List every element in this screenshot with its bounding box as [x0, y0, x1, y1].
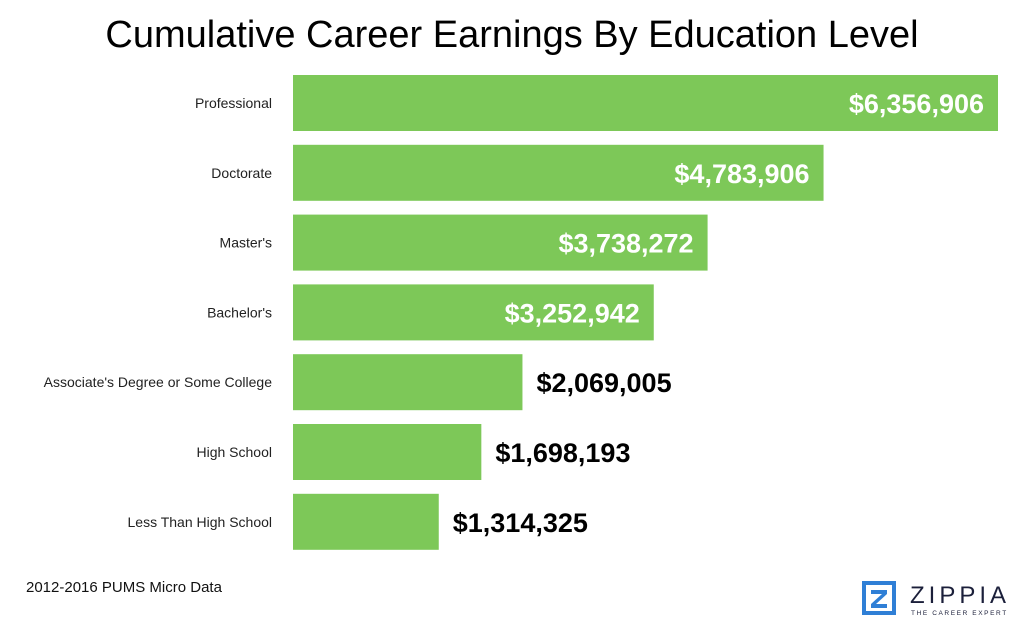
value-label: $1,314,325: [453, 508, 588, 538]
bar: [293, 144, 824, 201]
zippia-z-logo-icon: [862, 581, 896, 615]
category-label: Doctorate: [211, 165, 272, 181]
zippia-logo[interactable]: ZIPPIA THE CAREER EXPERT: [862, 581, 1006, 621]
bar: [293, 354, 523, 411]
value-label: $1,698,193: [495, 438, 630, 468]
bar: [293, 424, 482, 480]
bar: [293, 214, 708, 271]
bar: [293, 493, 439, 550]
source-note: 2012-2016 PUMS Micro Data: [26, 579, 222, 596]
bar: [293, 75, 998, 131]
brand-tagline: THE CAREER EXPERT: [911, 610, 1008, 617]
value-label: $6,356,906: [849, 89, 984, 119]
category-label: Less Than High School: [128, 514, 273, 530]
chart-title: Cumulative Career Earnings By Education …: [105, 14, 919, 56]
value-label: $4,783,906: [674, 159, 809, 189]
category-label: Master's: [220, 235, 272, 251]
value-label: $3,738,272: [558, 229, 693, 259]
category-label: High School: [197, 444, 273, 460]
value-label: $3,252,942: [505, 298, 640, 328]
brand-name: ZIPPIA: [910, 582, 1011, 609]
bar: [293, 284, 654, 341]
value-label: $2,069,005: [536, 368, 671, 398]
category-label: Bachelor's: [207, 304, 272, 320]
category-label: Associate's Degree or Some College: [44, 374, 273, 390]
category-label: Professional: [195, 95, 272, 111]
